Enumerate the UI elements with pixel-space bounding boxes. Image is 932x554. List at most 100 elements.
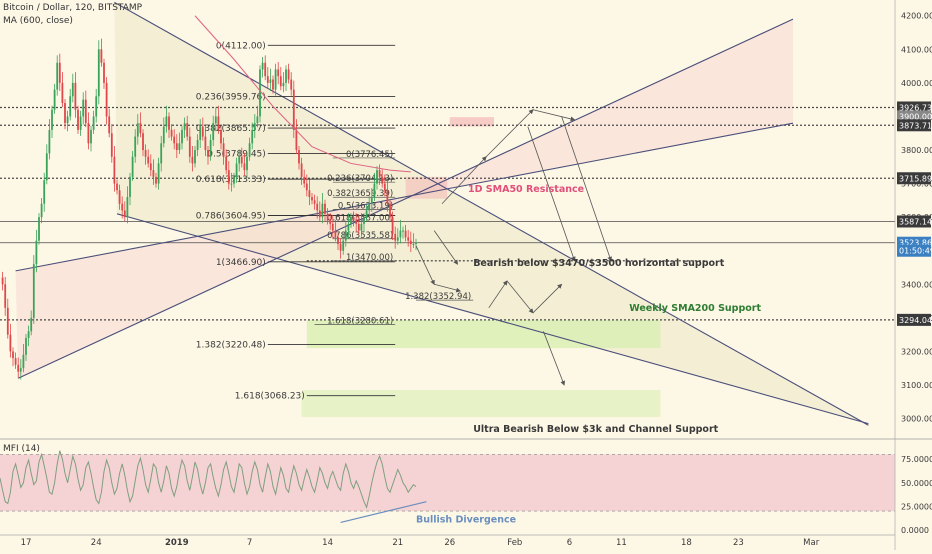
candle-body [222,143,225,157]
candle-body [305,183,308,191]
mfi-tick-label: 75.0000 [901,455,932,464]
candle-body [373,183,376,198]
annotation: Weekly SMA200 Support [629,303,761,314]
candle-body [357,223,360,231]
candle-body [103,62,105,83]
price-tick-label: 3000.00 [901,415,932,424]
time-tick-label: 14 [322,538,333,548]
candle-body [25,338,27,355]
horizontal-levels-layer [0,106,895,321]
annotations-layer: Bearish below $3470/$3500 horizontal sup… [416,184,762,525]
fib-levels-layer: 0(4112.00) 0.236(3959.76) 0.382(3865.57) 0.… [196,41,474,402]
candle-body [38,217,40,241]
time-tick-label: 7 [247,538,252,548]
candle-body [220,129,222,144]
candle-body [378,170,381,177]
candle-body [175,143,178,151]
mfi-label: MFI (14) [3,444,40,454]
candle-body [368,203,371,211]
channel-lines-layer [15,1,869,426]
candle-body [126,197,129,218]
projection-arrow [532,283,563,314]
symbol-title: Bitcoin / Dollar, 120, BITSTAMP [3,3,143,13]
fib-label-small: 0.382(3659.39) [327,189,393,199]
time-tick-label: 18 [681,538,692,548]
candle-body [22,354,25,369]
candle-body [58,62,61,83]
candle-body [342,240,345,251]
projection-arrow [434,283,461,293]
candle-body [212,123,215,140]
candle-body [71,82,74,97]
candle-body [217,116,220,130]
candle-body [308,190,311,198]
candle-body [240,156,243,164]
candle-body [27,331,30,339]
candle-body [407,237,410,241]
fib-label: 1.618(3068.23) [235,392,305,402]
candle-body [264,62,267,77]
fib-label: 0.618(3713.33) [196,175,266,185]
candle-body [316,203,319,211]
candle-body [191,156,194,164]
time-tick-label: 6 [567,538,572,548]
candle-body [261,62,264,70]
candle-body [334,230,337,238]
time-tick-label: Mar [803,538,820,548]
candle-body [157,163,160,184]
candle-body [303,176,306,184]
mfi-line [0,450,417,509]
candle-body [225,156,228,171]
candle-body [168,116,170,130]
candle-body [45,153,48,181]
channel-line [17,18,794,379]
candle-body [30,317,33,332]
candle-body [12,351,14,359]
candle-body [90,129,92,144]
annotation: 1D SMA50 Resistance [468,184,584,195]
candle-body [282,82,285,87]
candle-body [162,126,165,144]
candle-body [318,210,321,218]
time-tick-label: 26 [444,538,455,548]
candle-body [233,176,235,184]
candle-body [321,203,324,218]
fib-label: 0(4112.00) [216,41,266,51]
resistance-box-1 [449,117,494,127]
candle-body [227,170,230,184]
candle-body [199,126,202,140]
candle-body [269,79,272,83]
candle-body [160,143,163,164]
time-tick-label: 21 [392,538,403,548]
price-tick-label: 4000.00 [901,79,932,88]
candle-body [82,99,85,117]
sma600-line [194,15,411,173]
fib-label-small: 0.236(3704.13) [327,174,393,184]
channel-line [116,213,869,425]
candle-body [274,69,277,90]
candle-body [370,197,373,204]
candle-body [165,116,168,127]
candle-body [404,230,407,238]
price-badge-label: 3715.89 [899,174,932,183]
price-badge-label: 3523.86 [899,239,932,248]
mfi-tick-label: 25.0000 [901,502,932,511]
candle-body [149,163,152,171]
candle-body [337,237,339,245]
candle-body [121,203,124,211]
candle-body [363,217,365,224]
price-tick-label: 3800.00 [901,146,932,155]
price-badge [897,172,931,185]
price-badge-label: 3294.04 [899,316,932,325]
candle-body [339,244,342,251]
projection-arrow [561,116,612,262]
candle-body [376,170,378,184]
candle-body [381,176,384,184]
projection-arrow [441,156,487,205]
candle-body [97,49,100,97]
candle-body [95,96,98,117]
fib-label-small: 0.5(3623.19) [338,201,393,211]
candle-body [110,133,113,157]
candle-body [243,163,246,171]
